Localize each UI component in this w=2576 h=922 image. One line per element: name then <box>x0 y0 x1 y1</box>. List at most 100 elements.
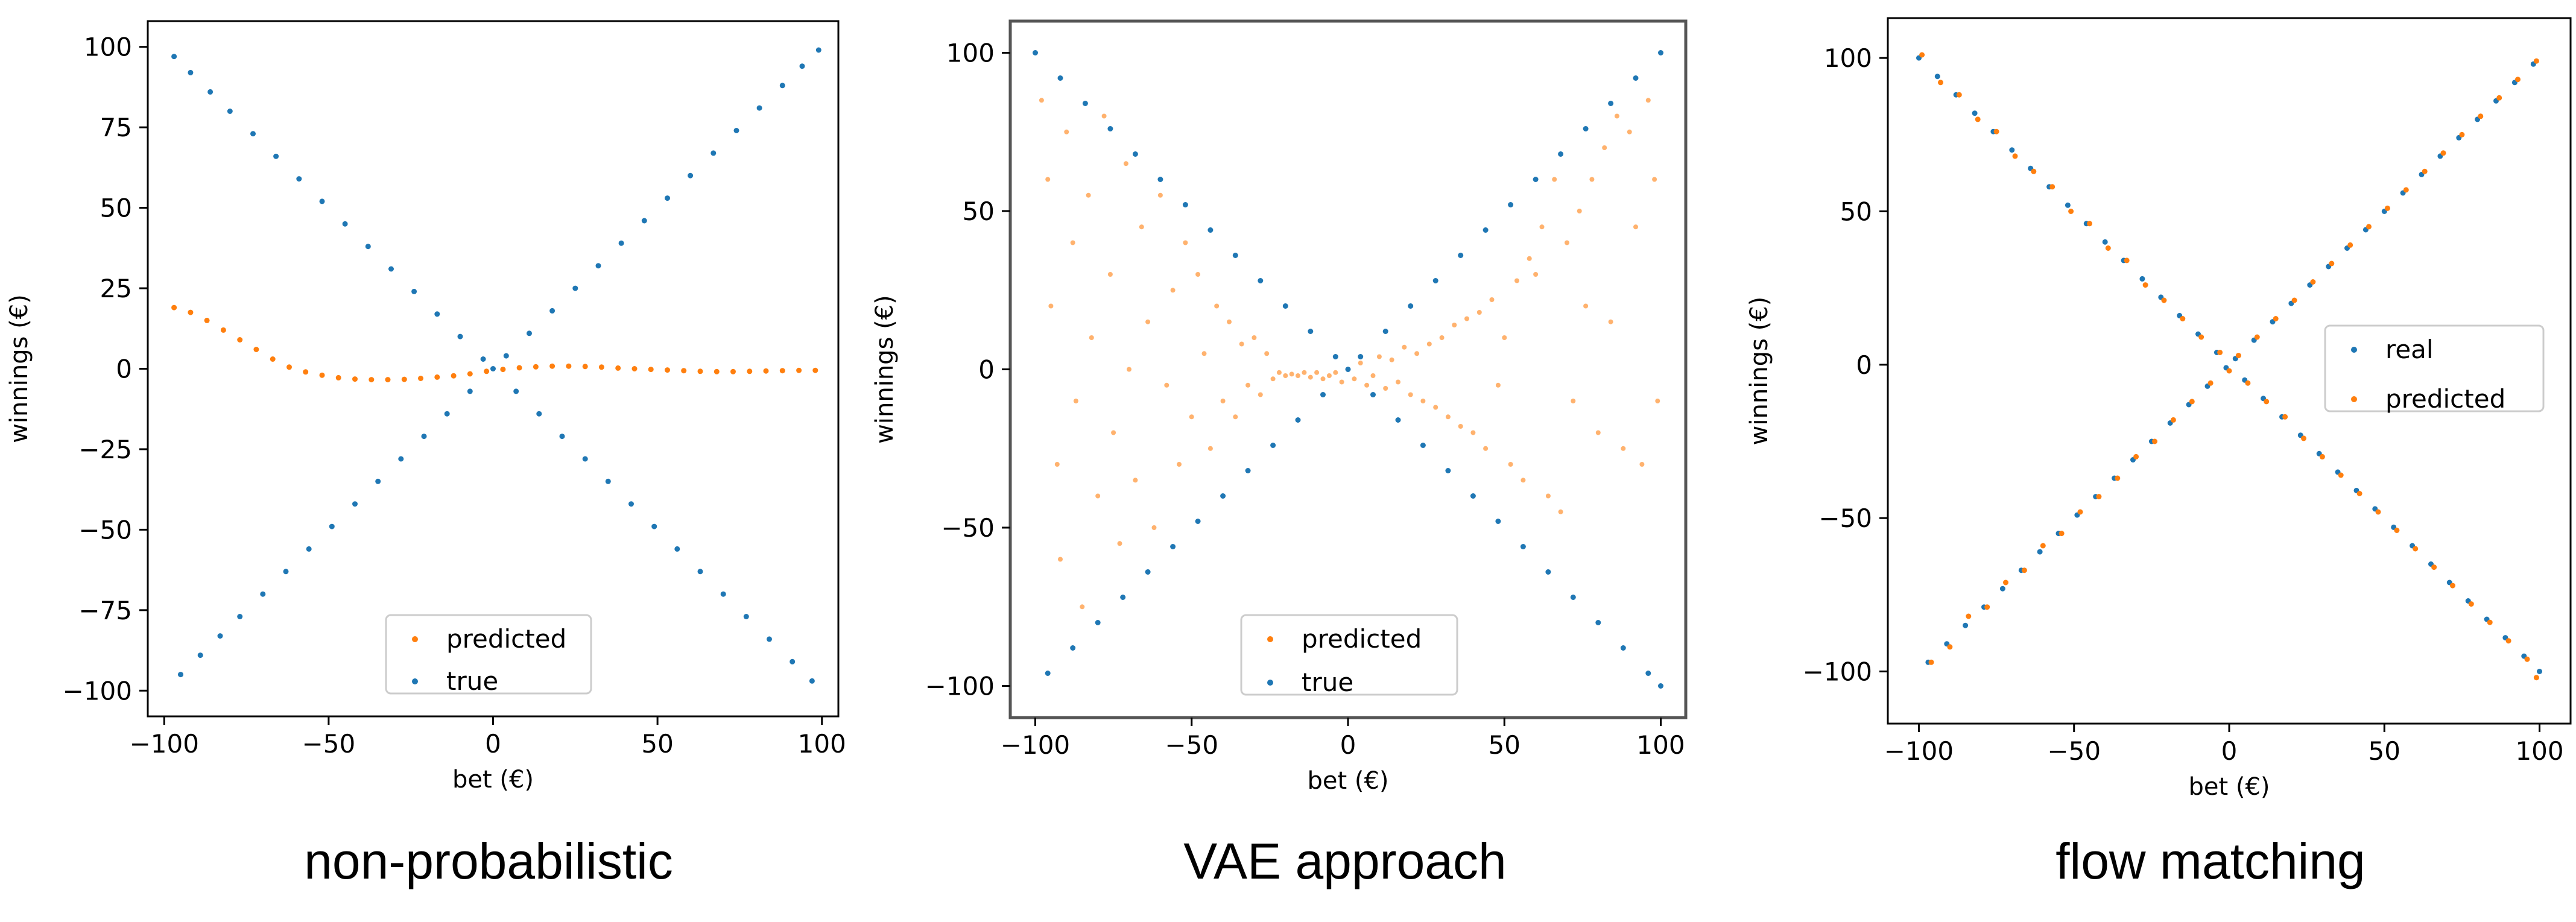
data-point-predicted <box>1170 288 1176 293</box>
data-point-predicted <box>1086 192 1091 198</box>
data-point-true <box>260 591 266 597</box>
legend-label: true <box>1302 668 1353 697</box>
data-point-predicted <box>1245 382 1251 388</box>
data-point-predicted <box>1483 446 1489 451</box>
data-point-predicted <box>1470 430 1476 435</box>
data-point-predicted <box>2403 187 2409 193</box>
data-point-true <box>536 411 542 417</box>
data-point-true <box>1170 544 1176 549</box>
data-point-true <box>1658 683 1663 689</box>
data-point-true <box>665 195 670 201</box>
data-point-predicted <box>1495 382 1501 388</box>
data-point-predicted <box>2021 567 2027 573</box>
data-point-predicted <box>2422 168 2428 174</box>
data-point-true <box>1157 177 1163 182</box>
data-point-predicted <box>1489 297 1495 302</box>
data-point-predicted <box>1233 414 1238 420</box>
data-point-predicted <box>1283 373 1288 378</box>
data-point-predicted <box>369 377 375 383</box>
data-point-true <box>1508 202 1514 207</box>
data-point-true <box>1533 177 1539 182</box>
data-point-true <box>779 83 785 89</box>
caption-non-probabilistic: non-probabilistic <box>304 833 673 889</box>
data-points <box>1033 50 1663 689</box>
data-point-predicted <box>812 367 818 373</box>
data-point-true <box>1195 519 1201 524</box>
data-point-true <box>237 614 243 619</box>
data-point-predicted <box>2496 95 2502 101</box>
data-point-real <box>2139 276 2145 282</box>
data-point-predicted <box>1314 370 1320 375</box>
data-point-true <box>1107 126 1113 131</box>
data-point-predicted <box>2096 494 2102 500</box>
x-axis-label: bet (€) <box>2188 773 2270 801</box>
x-tick-label: −50 <box>302 729 356 759</box>
data-point-true <box>421 434 427 440</box>
data-point-predicted <box>319 372 325 378</box>
legend-label: predicted <box>1302 624 1422 654</box>
data-point-predicted <box>1123 161 1128 166</box>
data-point-true <box>710 150 717 156</box>
data-point-predicted <box>286 364 292 370</box>
data-point-true <box>595 263 601 269</box>
data-point-predicted <box>2533 58 2539 64</box>
data-point-predicted <box>714 368 720 374</box>
data-point-predicted <box>796 367 802 373</box>
data-point-predicted <box>434 374 440 380</box>
data-point-true <box>1295 417 1301 423</box>
data-point-predicted <box>2170 417 2176 423</box>
data-point-predicted <box>1577 209 1582 213</box>
data-point-predicted <box>1207 446 1213 451</box>
data-point-true <box>1082 101 1088 106</box>
data-point-predicted <box>1127 367 1131 372</box>
chart-vae-approach: −100 −50 0 50 100 100 50 0 −50 −100 bet (€) winning… <box>871 19 1688 795</box>
data-point-true <box>1182 202 1188 207</box>
data-point-true <box>809 678 815 684</box>
data-point-predicted <box>467 371 473 377</box>
data-point-predicted <box>352 376 358 382</box>
data-point-true <box>1658 50 1663 55</box>
data-point-true <box>1458 253 1464 258</box>
data-point-true <box>329 523 335 529</box>
x-axis-label: bet (€) <box>1307 767 1388 795</box>
data-point-true <box>207 89 214 95</box>
data-point-true <box>171 54 177 60</box>
x-tick-label: 100 <box>2515 736 2563 766</box>
data-point-predicted <box>1157 192 1163 198</box>
data-point-predicted <box>1571 399 1576 403</box>
data-point-predicted <box>1220 399 1226 403</box>
data-point-predicted <box>1258 392 1263 397</box>
legend-marker <box>1267 636 1273 642</box>
data-point-predicted <box>1583 303 1589 309</box>
data-point-predicted <box>1947 644 1953 650</box>
data-point-true <box>1320 392 1326 397</box>
data-point-predicted <box>1558 509 1563 514</box>
data-point-true <box>197 652 203 658</box>
data-point-true <box>250 131 256 137</box>
y-tick-label: 50 <box>963 197 995 226</box>
x-tick-label: 50 <box>2369 736 2400 766</box>
legend-box <box>385 614 592 695</box>
data-point-true <box>1282 303 1288 309</box>
data-point-predicted <box>582 364 588 370</box>
data-point-true <box>1483 227 1489 233</box>
x-tick-label: −50 <box>2047 736 2101 766</box>
data-point-predicted <box>1070 240 1075 245</box>
data-point-predicted <box>2450 583 2455 589</box>
y-tick-label: −100 <box>1803 657 1872 687</box>
data-point-real <box>1972 110 1978 116</box>
data-point-true <box>1545 569 1551 575</box>
chart-flow-matching: −100 −50 0 50 100 100 50 0 −50 −100 bet (€) winning… <box>1745 17 2572 801</box>
data-point-predicted <box>1308 374 1313 380</box>
data-point-real <box>2537 669 2542 674</box>
data-point-predicted <box>451 373 457 379</box>
data-point-predicted <box>2468 601 2474 607</box>
data-point-predicted <box>2012 153 2018 159</box>
y-tick-label: −50 <box>1818 504 1872 533</box>
data-point-true <box>1633 75 1639 81</box>
data-point-predicted <box>2347 242 2353 248</box>
y-tick-label: 50 <box>1840 197 1872 226</box>
data-point-predicted <box>2142 282 2148 288</box>
data-point-predicted <box>171 305 177 311</box>
data-point-predicted <box>1080 604 1085 610</box>
